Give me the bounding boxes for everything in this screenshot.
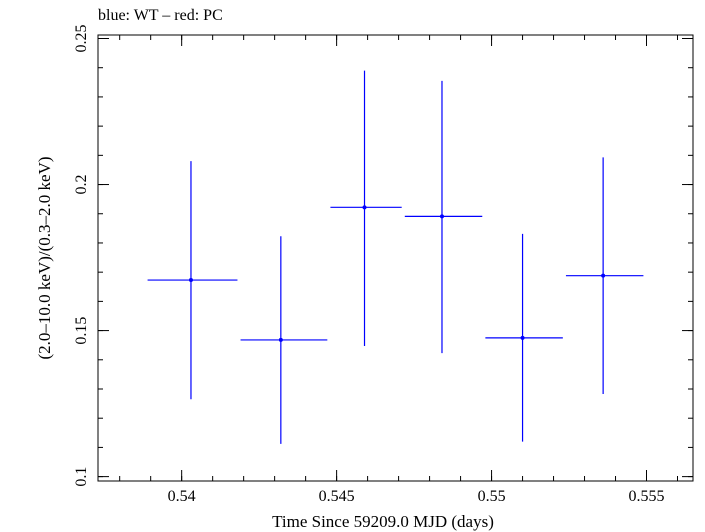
data-point [330,70,402,347]
point-marker [188,278,193,283]
x-axis: 0.54 0.545 0.55 0.555 [119,35,679,505]
data-point [485,233,563,442]
plot-frame [97,34,694,482]
x-tick-label: 0.55 [478,488,506,505]
y-tick-label: 0.25 [73,25,90,53]
x-tick-label: 0.555 [629,488,665,505]
data-point [565,157,644,394]
y-axis-label: (2.0–10.0 keV)/(0.3–2.0 keV) [35,156,54,359]
point-marker [278,337,283,342]
y-tick-label: 0.15 [73,317,90,345]
data-point [240,236,328,444]
x-axis-label: Time Since 59209.0 MJD (days) [272,512,494,531]
data-series [147,70,644,444]
x-tick-label: 0.545 [319,488,355,505]
x-tick-label: 0.54 [168,488,196,505]
y-axis: 0.1 0.15 0.2 0.25 [73,25,693,487]
chart-title: blue: WT – red: PC [98,7,223,24]
point-marker [520,335,525,340]
data-point [147,161,238,400]
y-tick-label: 0.1 [73,467,90,487]
data-point [404,80,483,354]
point-marker [362,205,367,210]
point-marker [601,273,606,278]
y-tick-label: 0.2 [73,175,90,195]
point-marker [439,214,444,219]
